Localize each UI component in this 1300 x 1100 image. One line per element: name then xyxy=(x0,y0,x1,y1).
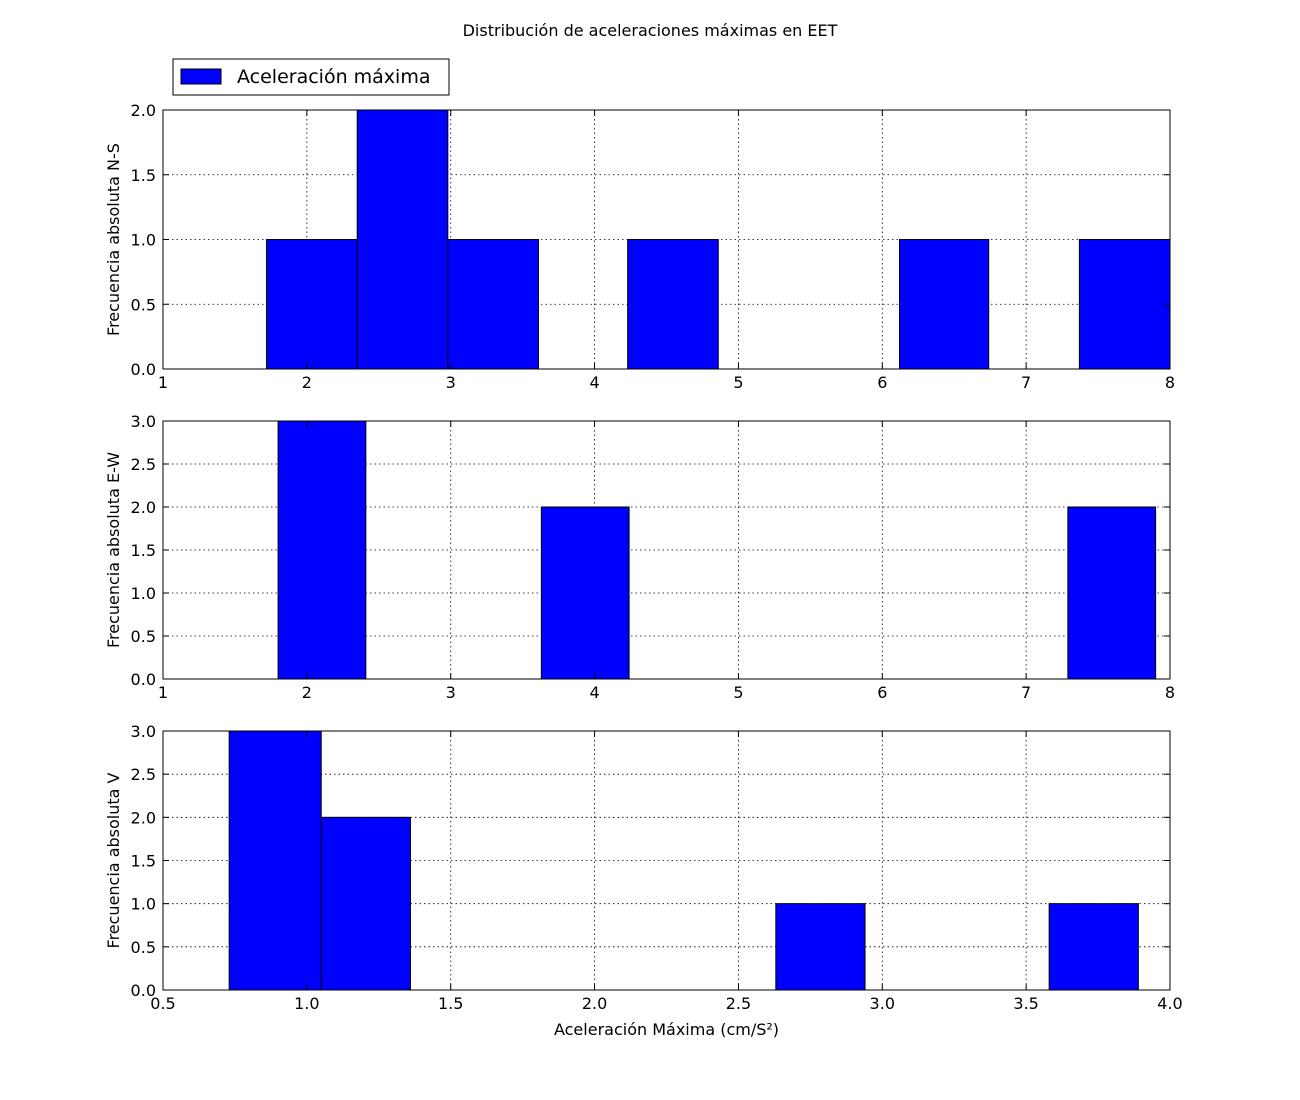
x-tick-label: 3.5 xyxy=(1013,994,1038,1013)
x-tick-label: 0.5 xyxy=(150,994,175,1013)
y-tick-label: 0.5 xyxy=(131,938,156,957)
figure-title: Distribución de aceleraciones máximas en… xyxy=(463,21,838,40)
y-tick-label: 3.0 xyxy=(131,722,156,741)
x-tick-label: 1.0 xyxy=(294,994,319,1013)
histogram-bar xyxy=(266,239,358,370)
x-tick-label: 1.5 xyxy=(438,994,463,1013)
y-tick-label: 3.0 xyxy=(131,412,156,431)
y-tick-label: 1.0 xyxy=(131,895,156,914)
histogram-bar xyxy=(1067,506,1157,680)
y-tick-label: 0.5 xyxy=(131,295,156,314)
histogram-bar xyxy=(540,506,630,680)
x-tick-label: 7 xyxy=(1021,683,1031,702)
x-tick-label: 2 xyxy=(302,373,312,392)
y-tick-label: 0.0 xyxy=(131,981,156,1000)
histogram-bar xyxy=(899,239,990,370)
panel-ew: 1 2 3 4 5 6 7 8 0.0 0.5 1.0 1.5 2.0 2.5 3.0 Frecuencia … xyxy=(104,412,1175,702)
histogram-bar xyxy=(1048,903,1139,991)
x-tick-label: 8 xyxy=(1165,683,1175,702)
histogram-bar xyxy=(320,816,411,991)
histogram-bar xyxy=(775,903,866,991)
histogram-bar xyxy=(228,730,322,991)
y-tick-label: 2.5 xyxy=(131,765,156,784)
histogram-bar xyxy=(627,239,719,370)
y-tick-label: 2.0 xyxy=(131,101,156,120)
x-tick-label: 8 xyxy=(1165,373,1175,392)
panel-v: 0.5 1.0 1.5 2.0 2.5 3.0 3.5 4.00.00.51.01.52.02… xyxy=(104,722,1183,1039)
y-tick-label: 0.0 xyxy=(131,360,156,379)
legend-swatch xyxy=(180,68,222,85)
y-tick-label: 0.5 xyxy=(131,627,156,646)
x-tick-label: 2.5 xyxy=(726,994,751,1013)
x-tick-label: 7 xyxy=(1021,373,1031,392)
y-tick-label: 1.5 xyxy=(131,852,156,871)
legend-label: Aceleración máxima xyxy=(237,66,430,88)
y-tick-label: 1.0 xyxy=(131,584,156,603)
x-tick-label: 2.0 xyxy=(582,994,607,1013)
x-tick-label: 1 xyxy=(158,683,168,702)
x-tick-label: 3.0 xyxy=(870,994,895,1013)
x-tick-label: 2 xyxy=(302,683,312,702)
panel-ns: 1 2 3 4 5 6 7 8 0.0 0.5 1.0 1.5 2.0 Frecuencia absolu… xyxy=(104,101,1175,392)
y-tick-label: 0.0 xyxy=(131,670,156,689)
x-tick-label: 4.0 xyxy=(1157,994,1182,1013)
y-tick-label: 1.5 xyxy=(131,541,156,560)
y-axis-label: Frecuencia absoluta E-W xyxy=(104,452,123,648)
x-tick-label: 1 xyxy=(158,373,168,392)
y-tick-label: 2.0 xyxy=(131,498,156,517)
y-tick-label: 1.5 xyxy=(131,166,156,185)
x-tick-label: 5 xyxy=(733,683,743,702)
y-tick-label: 1.0 xyxy=(131,231,156,250)
y-axis-label: Frecuencia absoluta V xyxy=(104,772,123,948)
y-axis-label: Frecuencia absoluta N-S xyxy=(104,143,123,336)
x-tick-label: 3 xyxy=(446,683,456,702)
x-tick-label: 5 xyxy=(733,373,743,392)
x-tick-label: 4 xyxy=(589,373,599,392)
x-tick-label: 6 xyxy=(877,373,887,392)
legend: Aceleración máxima xyxy=(172,58,450,96)
y-tick-label: 2.0 xyxy=(131,808,156,827)
x-tick-label: 3 xyxy=(446,373,456,392)
histogram-bar xyxy=(277,420,367,680)
x-tick-label: 6 xyxy=(877,683,887,702)
histogram-bar xyxy=(447,239,539,370)
x-axis-label: Aceleración Máxima (cm/S²) xyxy=(554,1020,779,1039)
histogram-bar xyxy=(1078,239,1171,370)
x-tick-label: 4 xyxy=(589,683,599,702)
y-tick-label: 2.5 xyxy=(131,455,156,474)
histogram-bar xyxy=(356,109,449,370)
